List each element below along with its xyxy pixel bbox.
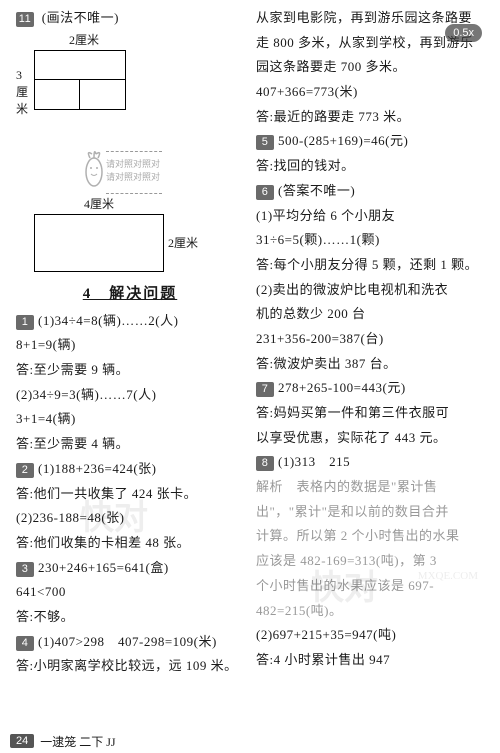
q8-b: (2)697+215+35=947(吨) (256, 623, 484, 648)
left-column: 11 (画法不唯一) 2厘米 3厘米 请对照对照对 请对 (10, 6, 250, 725)
q1-b: 8+1=9(辆) (16, 333, 244, 358)
q6-a: (1)平均分给 6 个小朋友 (256, 204, 484, 229)
q2-ans1: 答:他们一共收集了 424 张卡。 (16, 482, 244, 507)
q1-badge: 1 (16, 315, 34, 330)
q2-ans2: 答:他们收集的卡相差 48 张。 (16, 531, 244, 556)
q1-ans1: 答:至少需要 9 辆。 (16, 358, 244, 383)
q8-a: (1)313 215 (278, 454, 350, 469)
q8-ans: 答:4 小时累计售出 947 (256, 648, 484, 673)
section-title: 4 解决问题 (16, 282, 244, 303)
q6-e: 231+356-200=387(台) (256, 327, 484, 352)
q8-badge: 8 (256, 456, 274, 471)
q4-ans: 答:小明家离学校比较远，远 109 米。 (16, 654, 244, 679)
q11-badge: 11 (16, 12, 34, 27)
page-content: 11 (画法不唯一) 2厘米 3厘米 请对照对照对 请对 (0, 0, 500, 725)
footer-text: 一逮笼 二下 JJ (40, 733, 115, 750)
r-p4: 407+366=773(米) (256, 80, 484, 105)
zoom-badge: 0.5x (445, 24, 482, 42)
carrot-label-1: 请对照对照对 (106, 157, 162, 170)
q8-exp5: 个小时售出的水果应该是 697- (256, 574, 484, 599)
q6-d: 机的总数少 200 台 (256, 302, 484, 327)
rect2-right-label: 2厘米 (168, 234, 198, 251)
rect1-diagram (34, 50, 126, 110)
carrot-label-2: 请对照对照对 (106, 170, 162, 183)
q7-a: 278+265-100=443(元) (278, 380, 406, 395)
q6-badge: 6 (256, 185, 274, 200)
q7-ans2: 以享受优惠，实际花了 443 元。 (256, 426, 484, 451)
q6-c: (2)卖出的微波炉比电视机和洗衣 (256, 278, 484, 303)
q8-exp6: 482=215(吨)。 (256, 599, 484, 624)
q4-badge: 4 (16, 636, 34, 651)
q8-exp4: 应该是 482-169=313(吨)，第 3 (256, 549, 484, 574)
q5-badge: 5 (256, 135, 274, 150)
q1-c: (2)34÷9=3(辆)……7(人) (16, 383, 244, 408)
q2-a: (1)188+236=424(张) (38, 461, 156, 476)
q2-badge: 2 (16, 463, 34, 478)
page-number: 24 (10, 734, 34, 748)
q8-exp-label: 解析 (256, 479, 283, 494)
q6-note: (答案不唯一) (278, 183, 355, 198)
q2-b: (2)236-188=48(张) (16, 506, 244, 531)
rect2-diagram (34, 214, 164, 272)
rect1-left-label: 3厘米 (16, 68, 32, 117)
q1-a: (1)34÷4=8(辆)……2(人) (38, 313, 178, 328)
q3-badge: 3 (16, 562, 34, 577)
r-p5: 答:最近的路要走 773 米。 (256, 105, 484, 130)
right-column: 从家到电影院，再到游乐园这条路要 走 800 多米，从家到学校，再到游乐 园这条… (250, 6, 490, 725)
q6-ans2: 答:微波炉卖出 387 台。 (256, 352, 484, 377)
q4-a: (1)407>298 407-298=109(米) (38, 634, 217, 649)
footer: 24 一逮笼 二下 JJ (0, 729, 500, 753)
q3-ans: 答:不够。 (16, 605, 244, 630)
carrot-icon (82, 150, 106, 190)
q7-badge: 7 (256, 382, 274, 397)
q5-ans: 答:找回的钱对。 (256, 154, 484, 179)
q6-ans1: 答:每个小朋友分得 5 颗，还剩 1 颗。 (256, 253, 484, 278)
q8-exp3: 计算。所以第 2 个小时售出的水果 (256, 524, 484, 549)
r-p3: 园这条路要走 700 多米。 (256, 55, 484, 80)
q8-exp1: 表格内的数据是"累计售 (297, 479, 438, 494)
q8-exp2: 出"，"累计"是和以前的数目合并 (256, 500, 484, 525)
rect1-top-label: 2厘米 (34, 31, 134, 48)
q7-ans1: 答:妈妈买第一件和第三件衣服可 (256, 401, 484, 426)
q1-d: 3+1=4(辆) (16, 407, 244, 432)
q5-a: 500-(285+169)=46(元) (278, 133, 408, 148)
q11-note: (画法不唯一) (42, 10, 119, 25)
q3-a: 230+246+165=641(盒) (38, 560, 169, 575)
q3-b: 641<700 (16, 580, 244, 605)
q1-ans2: 答:至少需要 4 辆。 (16, 432, 244, 457)
q6-b: 31÷6=5(颗)……1(颗) (256, 228, 484, 253)
